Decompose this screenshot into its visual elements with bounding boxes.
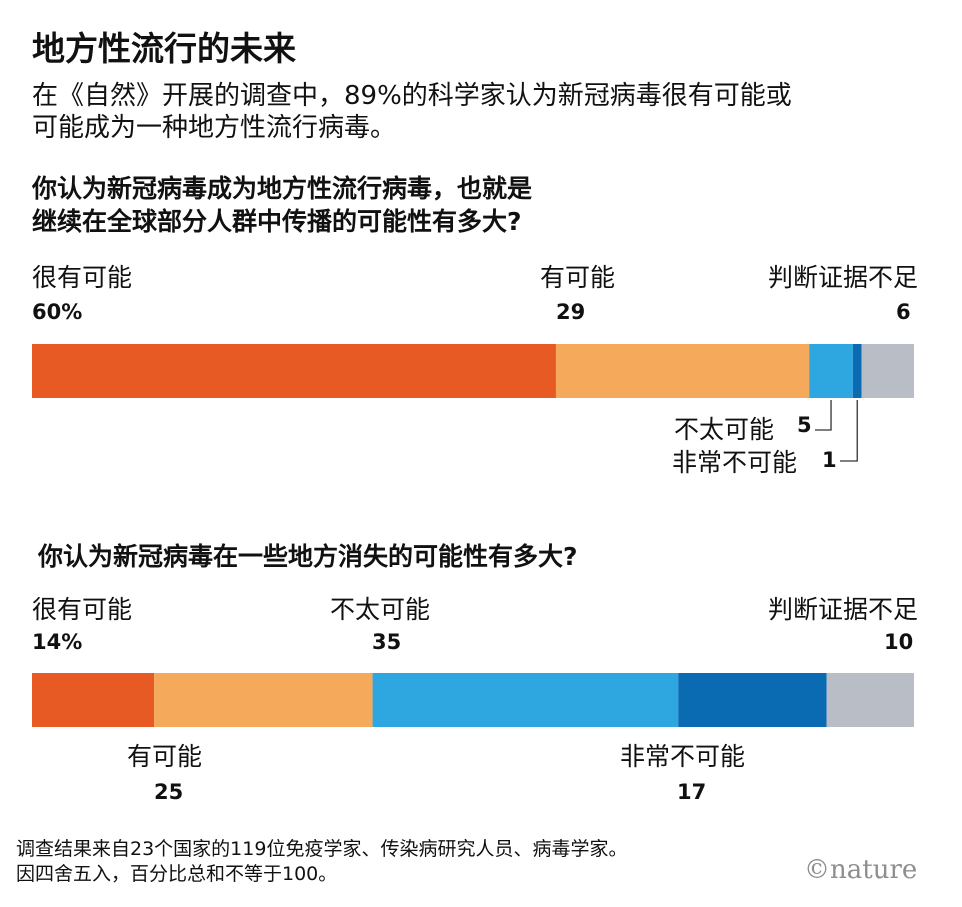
c1-segment-unlikely — [809, 344, 853, 398]
chart-title: 地方性流行的未来 — [32, 29, 296, 68]
c1-value-very-unlikely: 1 — [822, 448, 837, 472]
c2-value-very-likely: 14% — [32, 630, 83, 654]
c2-segment-unlikely — [372, 673, 679, 727]
c1-label-likely: 有可能 — [540, 263, 616, 292]
c1-label-very-unlikely: 非常不可能 — [672, 448, 798, 477]
c1-leader-unlikely — [815, 400, 832, 431]
c2-label-very-likely: 很有可能 — [32, 595, 133, 624]
c2-value-unlikely: 35 — [372, 630, 402, 654]
c2-label-likely: 有可能 — [127, 742, 203, 771]
leader-lines-1 — [815, 400, 858, 462]
c2-segment-very-unlikely — [678, 673, 827, 727]
c2-value-likely: 25 — [154, 780, 184, 804]
footnote: 调查结果来自23个国家的119位免疫学家、传染病研究人员、病毒学家。 因四舍五入… — [16, 837, 627, 887]
c1-value-unlikely: 5 — [797, 413, 812, 437]
c1-leader-very-unlikely — [840, 400, 858, 462]
c2-label-very-unlikely: 非常不可能 — [620, 742, 746, 771]
chart-subtitle: 在《自然》开展的调查中，89%的科学家认为新冠病毒很有可能或 可能成为一种地方性… — [32, 80, 792, 144]
c1-label-very-likely: 很有可能 — [32, 263, 133, 292]
bar-chart-1 — [32, 344, 914, 398]
c1-segment-unknown — [861, 344, 914, 398]
subtitle-line-2: 可能成为一种地方性流行病毒。 — [32, 113, 397, 143]
c2-segment-unknown — [826, 673, 914, 727]
c2-value-unknown: 10 — [884, 630, 914, 654]
footnote-line-1: 调查结果来自23个国家的119位免疫学家、传染病研究人员、病毒学家。 — [16, 838, 628, 860]
c2-segment-very-likely — [32, 673, 155, 727]
c2-segment-likely — [154, 673, 373, 727]
question-1-line-1: 你认为新冠病毒成为地方性流行病毒，也就是 — [32, 174, 533, 203]
c2-value-very-unlikely: 17 — [677, 780, 707, 804]
c1-value-unknown: 6 — [896, 300, 911, 324]
bar-chart-2 — [32, 673, 914, 727]
nature-logo: ©nature — [804, 855, 918, 885]
c1-value-likely: 29 — [556, 300, 586, 324]
c2-label-unknown: 判断证据不足 — [768, 595, 919, 624]
question-2-line-1: 你认为新冠病毒在一些地方消失的可能性有多大? — [38, 542, 578, 571]
footnote-line-2: 因四舍五入，百分比总和不等于100。 — [16, 863, 338, 885]
c1-label-unknown: 判断证据不足 — [768, 263, 919, 292]
c1-label-unlikely: 不太可能 — [674, 415, 775, 444]
c1-segment-likely — [555, 344, 810, 398]
question-2: 你认为新冠病毒在一些地方消失的可能性有多大? — [38, 540, 578, 573]
c1-segment-very-unlikely — [852, 344, 862, 398]
question-1-line-2: 继续在全球部分人群中传播的可能性有多大? — [32, 207, 522, 236]
c2-label-unlikely: 不太可能 — [330, 595, 431, 624]
c1-value-very-likely: 60% — [32, 300, 83, 324]
c1-segment-very-likely — [32, 344, 556, 398]
subtitle-line-1: 在《自然》开展的调查中，89%的科学家认为新冠病毒很有可能或 — [32, 81, 792, 111]
question-1: 你认为新冠病毒成为地方性流行病毒，也就是 继续在全球部分人群中传播的可能性有多大… — [32, 172, 532, 238]
